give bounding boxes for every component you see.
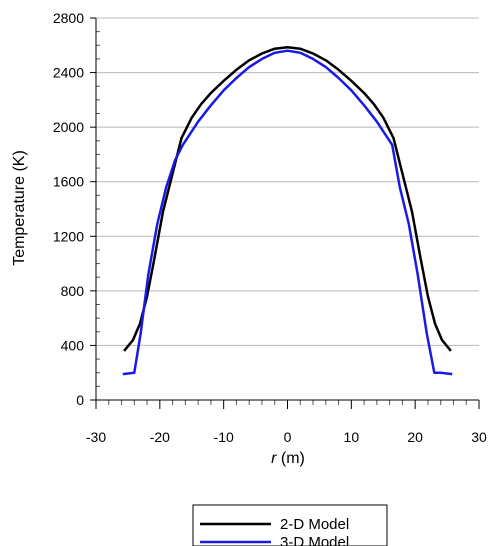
legend-box: [192, 504, 388, 546]
y-axis-label: Temperature (K): [11, 150, 28, 266]
x-axis-label-unit: (m): [276, 450, 304, 467]
gridlines: [96, 17, 479, 346]
axes: [90, 17, 480, 409]
legend: 2-D Model 3-D Model: [192, 504, 388, 546]
x-tick-label: 30: [471, 429, 487, 445]
tick-labels: 0 400 800 1200 1600 2000 2400 2800 -30 -20 -10 0 10 2…: [53, 10, 487, 445]
x-tick-label: -30: [86, 429, 106, 445]
x-axis-label-variable: r: [271, 450, 277, 467]
y-tick-label: 1200: [53, 228, 84, 244]
x-tick-label: 20: [407, 429, 423, 445]
x-tick-label: -20: [150, 429, 170, 445]
y-tick-label: 1600: [53, 174, 84, 190]
y-tick-label: 800: [61, 283, 85, 299]
legend-label-3d: 3-D Model: [280, 534, 349, 546]
series-line-2d-model: [123, 46, 452, 352]
y-tick-label: 0: [76, 392, 84, 408]
minor-ticks: [96, 31, 467, 405]
y-tick-label: 2000: [53, 119, 84, 135]
y-tick-label: 400: [61, 337, 85, 353]
x-tick-label: 0: [284, 429, 292, 445]
y-tick-label: 2800: [53, 10, 84, 26]
legend-label-2d: 2-D Model: [280, 516, 349, 533]
x-tick-label: -10: [214, 429, 234, 445]
x-axis-label: r (m): [271, 450, 305, 467]
series-lines: [122, 46, 453, 376]
series-line-3d-model: [122, 49, 453, 376]
x-tick-label: 10: [344, 429, 360, 445]
y-tick-label: 2400: [53, 65, 84, 81]
